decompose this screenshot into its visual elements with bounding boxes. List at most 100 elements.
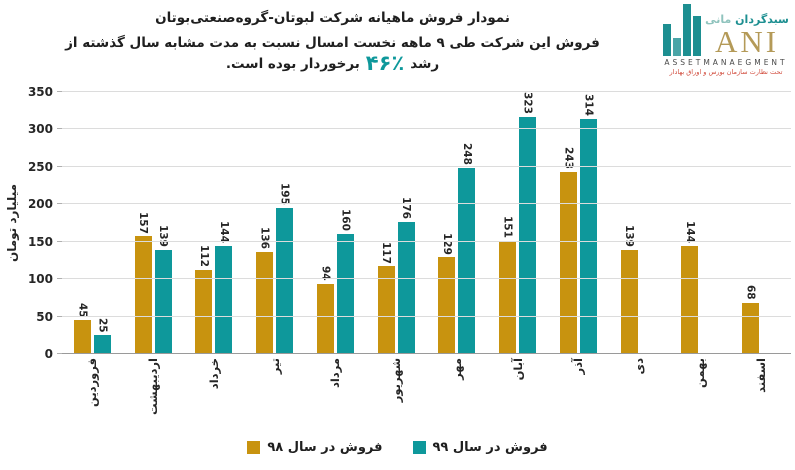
bar-slot-s0-m9: 243 bbox=[559, 92, 577, 354]
x-axis-labels: فروردین اردیبهشت خرداد تیر مرداد شهریور مهر آبا… bbox=[62, 354, 791, 434]
value-label-s0-m7: 129 bbox=[440, 232, 453, 255]
bar-s1-m8 bbox=[519, 116, 537, 354]
month-cell-10: دی bbox=[609, 354, 670, 434]
y-tick-label-250: 250 bbox=[27, 159, 53, 174]
month-label-10: دی bbox=[632, 358, 647, 375]
month-cell-9: آذر bbox=[548, 354, 609, 434]
logo-bar-1 bbox=[663, 24, 672, 56]
legend-item-year98: فروش در سال ۹۸ bbox=[247, 440, 383, 455]
gridline-250 bbox=[62, 165, 791, 167]
month-cell-7: مهر bbox=[427, 354, 488, 434]
month-cell-5: مرداد bbox=[305, 354, 366, 434]
bar-s0-m11 bbox=[681, 246, 699, 354]
month-label-7: مهر bbox=[449, 358, 464, 380]
logo-bar-2 bbox=[673, 38, 682, 56]
bar-s1-m6 bbox=[397, 222, 415, 354]
bar-s1-m9 bbox=[579, 118, 597, 354]
bar-slot-s0-m6: 117 bbox=[377, 92, 395, 354]
bar-slot-s1-m7: 248 bbox=[458, 92, 476, 354]
bar-slot-s0-m5: 94 bbox=[316, 92, 334, 354]
bar-s0-m2 bbox=[134, 236, 152, 354]
bar-slot-s0-m2: 157 bbox=[134, 92, 152, 354]
chart-area: میلیارد تومان 45 25 157 139 112 144 136 195 94 16… bbox=[5, 85, 791, 434]
bar-group-11: 144 bbox=[670, 92, 731, 354]
subtitle-after: برخوردار بوده است. bbox=[225, 56, 360, 72]
bar-group-7: 129 248 bbox=[427, 92, 488, 354]
y-tickmark-50 bbox=[57, 315, 62, 317]
bar-s0-m3 bbox=[195, 270, 213, 354]
month-cell-6: شهریور bbox=[366, 354, 427, 434]
bar-slot-s0-m7: 129 bbox=[438, 92, 456, 354]
bar-s1-m2 bbox=[154, 249, 172, 354]
month-cell-1: فروردین bbox=[62, 354, 123, 434]
month-label-12: اسفند bbox=[753, 358, 768, 393]
chart-title: نمودار فروش ماهیانه شرکت لبوتان-گروه‌صنع… bbox=[155, 10, 510, 26]
value-label-s0-m2: 157 bbox=[137, 211, 150, 234]
month-cell-11: بهمن bbox=[670, 354, 731, 434]
logo-brand-fa: سبدگردان مانی bbox=[705, 14, 789, 26]
legend-label-year99: فروش در سال ۹۹ bbox=[432, 440, 548, 455]
logo-bar-4 bbox=[693, 16, 702, 56]
y-tick-label-100: 100 bbox=[27, 272, 53, 287]
bar-slot-s0-m1: 45 bbox=[73, 92, 91, 354]
y-tickmark-200 bbox=[57, 203, 62, 205]
y-tickmark-250 bbox=[57, 165, 62, 167]
bar-slot-s0-m4: 136 bbox=[256, 92, 274, 354]
value-label-s1-m8: 323 bbox=[521, 92, 534, 114]
gridline-200 bbox=[62, 203, 791, 205]
bar-s0-m9 bbox=[559, 172, 577, 354]
y-tickmark-350 bbox=[57, 91, 62, 92]
chart-subtitle: فروش این شرکت طی ۹ ماهه نخست امسال نسبت … bbox=[0, 35, 665, 75]
bar-s0-m8 bbox=[499, 240, 517, 354]
y-tick-label-200: 200 bbox=[27, 197, 53, 212]
value-label-s1-m7: 248 bbox=[460, 143, 473, 166]
month-label-5: مرداد bbox=[328, 358, 343, 389]
legend: فروش در سال ۹۸ فروش در سال ۹۹ bbox=[0, 440, 795, 455]
month-cell-2: اردیبهشت bbox=[123, 354, 184, 434]
value-label-s0-m12: 68 bbox=[744, 285, 757, 301]
growth-percentage: ٪۴۶ bbox=[365, 51, 405, 75]
gridline-350 bbox=[62, 91, 791, 92]
logo-subtext-fa: تحت نظارت سازمان بورس و اوراق بهادار bbox=[669, 68, 783, 76]
bar-slot-s1-m1: 25 bbox=[93, 92, 111, 354]
value-label-s0-m1: 45 bbox=[76, 302, 89, 318]
bar-s0-m1 bbox=[73, 320, 91, 354]
bar-slot-s1-m5: 160 bbox=[336, 92, 354, 354]
bar-slot-s1-m8: 323 bbox=[519, 92, 537, 354]
y-tick-label-350: 350 bbox=[27, 85, 53, 99]
y-tick-label-50: 50 bbox=[36, 309, 53, 324]
month-label-9: آذر bbox=[571, 358, 586, 375]
header: نمودار فروش ماهیانه شرکت لبوتان-گروه‌صنع… bbox=[0, 0, 795, 86]
gridline-0 bbox=[62, 353, 791, 354]
y-tickmark-150 bbox=[57, 240, 62, 242]
bar-s1-m4 bbox=[276, 208, 294, 354]
bar-s1-m1 bbox=[93, 335, 111, 354]
y-tick-label-300: 300 bbox=[27, 122, 53, 137]
bar-s0-m10 bbox=[620, 249, 638, 354]
bar-s1-m5 bbox=[336, 234, 354, 354]
value-label-s0-m10: 139 bbox=[623, 225, 636, 247]
bar-slot-s0-m11: 144 bbox=[681, 92, 699, 354]
month-label-11: بهمن bbox=[692, 358, 707, 388]
value-label-s0-m6: 117 bbox=[380, 241, 393, 264]
y-axis-title: میلیارد تومان bbox=[5, 183, 19, 263]
bar-slot-s1-m6: 176 bbox=[397, 92, 415, 354]
logo-brand-fa-1: سبدگردان bbox=[735, 13, 789, 27]
gridline-50 bbox=[62, 315, 791, 317]
month-label-3: خرداد bbox=[206, 358, 221, 390]
legend-item-year99: فروش در سال ۹۹ bbox=[412, 440, 548, 455]
bar-s1-m7 bbox=[458, 168, 476, 354]
company-logo: سبدگردان مانی ANI ASSETMANAEGMENT تحت نظ… bbox=[663, 4, 789, 76]
value-label-s1-m6: 176 bbox=[400, 197, 413, 220]
logo-main: سبدگردان مانی ANI bbox=[663, 4, 789, 59]
month-label-8: آبان bbox=[510, 358, 525, 381]
y-tick-label-0: 0 bbox=[44, 347, 53, 361]
bar-s0-m6 bbox=[377, 266, 395, 354]
month-label-4: تیر bbox=[267, 358, 282, 375]
y-tickmark-300 bbox=[57, 128, 62, 130]
value-label-s0-m8: 151 bbox=[501, 216, 514, 238]
value-label-s1-m5: 160 bbox=[339, 209, 352, 232]
logo-brand-en: ANI bbox=[714, 23, 780, 59]
bar-groups: 45 25 157 139 112 144 136 195 94 160 117 176 129 248 1… bbox=[62, 92, 791, 354]
bar-s0-m5 bbox=[316, 283, 334, 354]
